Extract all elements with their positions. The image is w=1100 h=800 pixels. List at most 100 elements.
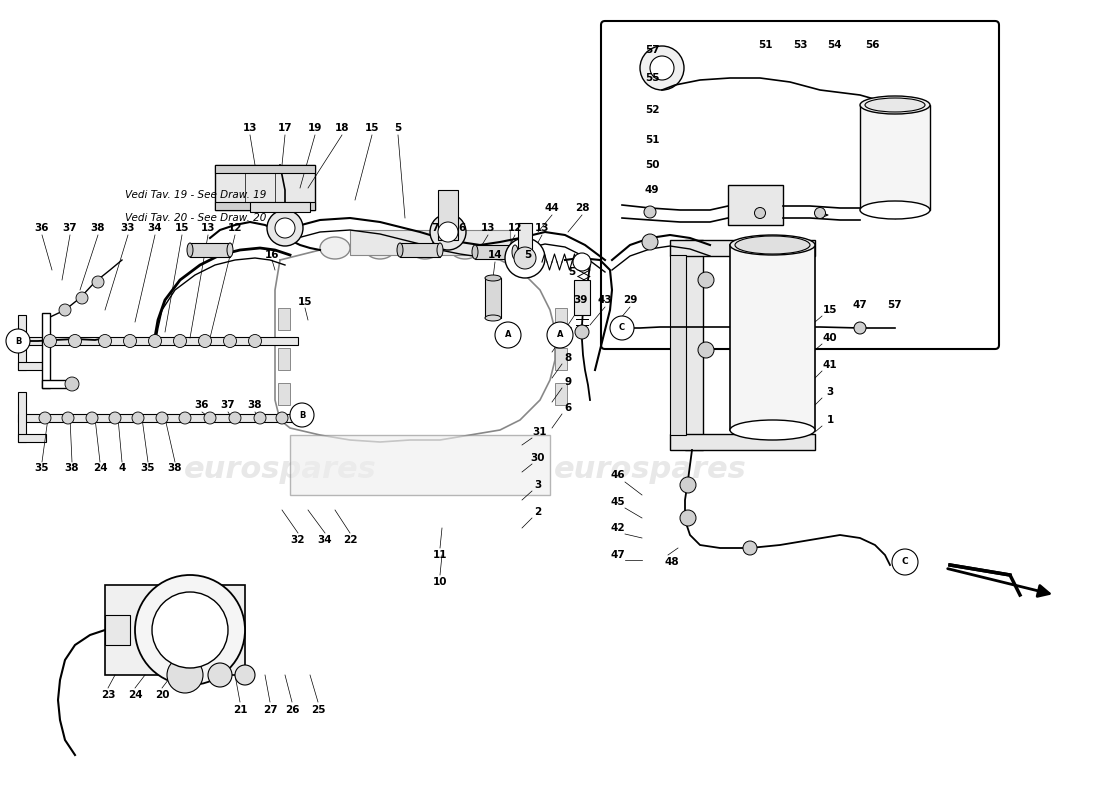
Ellipse shape bbox=[735, 236, 810, 254]
Circle shape bbox=[223, 334, 236, 347]
Text: 38: 38 bbox=[248, 400, 262, 410]
Circle shape bbox=[276, 412, 288, 424]
Circle shape bbox=[229, 412, 241, 424]
Text: 48: 48 bbox=[664, 557, 680, 567]
Ellipse shape bbox=[860, 96, 930, 114]
Text: 22: 22 bbox=[343, 535, 358, 545]
Bar bbox=[18, 337, 298, 345]
Text: 35: 35 bbox=[141, 463, 155, 473]
Circle shape bbox=[547, 322, 573, 348]
Bar bbox=[42, 313, 50, 388]
Bar bbox=[18, 434, 46, 442]
Circle shape bbox=[86, 412, 98, 424]
Circle shape bbox=[174, 334, 187, 347]
Circle shape bbox=[290, 403, 314, 427]
Circle shape bbox=[680, 510, 696, 526]
Text: 5: 5 bbox=[525, 250, 531, 260]
Bar bbox=[518, 223, 532, 258]
Bar bbox=[214, 165, 315, 210]
Text: 49: 49 bbox=[645, 185, 659, 195]
Text: 34: 34 bbox=[318, 535, 332, 545]
Bar bbox=[485, 278, 501, 318]
Text: 14: 14 bbox=[487, 250, 503, 260]
Circle shape bbox=[892, 549, 918, 575]
Circle shape bbox=[62, 412, 74, 424]
Circle shape bbox=[640, 46, 684, 90]
Circle shape bbox=[198, 334, 211, 347]
Bar bbox=[18, 414, 303, 422]
Text: 37: 37 bbox=[221, 400, 235, 410]
Text: 5: 5 bbox=[395, 123, 402, 133]
Circle shape bbox=[65, 377, 79, 391]
Ellipse shape bbox=[485, 315, 501, 321]
Text: 40: 40 bbox=[823, 333, 837, 343]
Text: A: A bbox=[505, 330, 512, 339]
Bar bbox=[556, 383, 566, 405]
Circle shape bbox=[156, 412, 168, 424]
Text: 18: 18 bbox=[334, 123, 350, 133]
Circle shape bbox=[814, 207, 825, 218]
Text: 54: 54 bbox=[827, 40, 843, 50]
Text: eurospares: eurospares bbox=[184, 455, 376, 485]
Ellipse shape bbox=[227, 243, 233, 257]
Bar bbox=[860, 105, 930, 210]
Text: 39: 39 bbox=[573, 295, 587, 305]
Text: 12: 12 bbox=[508, 223, 522, 233]
Circle shape bbox=[92, 276, 104, 288]
Text: 38: 38 bbox=[167, 463, 183, 473]
Text: 30: 30 bbox=[530, 453, 546, 463]
Circle shape bbox=[742, 541, 757, 555]
Ellipse shape bbox=[730, 235, 815, 255]
Text: 32: 32 bbox=[290, 535, 306, 545]
Text: 41: 41 bbox=[823, 360, 837, 370]
Text: 24: 24 bbox=[92, 463, 108, 473]
Text: 42: 42 bbox=[610, 523, 625, 533]
Bar bbox=[104, 615, 130, 645]
Text: 13: 13 bbox=[200, 223, 216, 233]
Text: 3: 3 bbox=[535, 480, 541, 490]
Bar bbox=[728, 185, 783, 225]
Circle shape bbox=[99, 334, 111, 347]
Bar bbox=[214, 165, 315, 173]
Text: 45: 45 bbox=[610, 497, 625, 507]
Circle shape bbox=[6, 329, 30, 353]
Circle shape bbox=[438, 222, 458, 242]
FancyBboxPatch shape bbox=[601, 21, 999, 349]
Text: 37: 37 bbox=[63, 223, 77, 233]
Circle shape bbox=[575, 325, 589, 339]
Text: 3: 3 bbox=[826, 387, 834, 397]
Text: eurospares: eurospares bbox=[553, 455, 747, 485]
Bar bbox=[350, 230, 510, 255]
Text: 44: 44 bbox=[544, 203, 560, 213]
Text: 23: 23 bbox=[101, 690, 116, 700]
Text: 15: 15 bbox=[823, 305, 837, 315]
Text: 36: 36 bbox=[195, 400, 209, 410]
Circle shape bbox=[644, 206, 656, 218]
Text: 25: 25 bbox=[310, 705, 326, 715]
Text: A: A bbox=[557, 330, 563, 339]
Circle shape bbox=[267, 210, 303, 246]
Text: 33: 33 bbox=[121, 223, 135, 233]
Circle shape bbox=[179, 412, 191, 424]
Circle shape bbox=[430, 214, 466, 250]
Text: 43: 43 bbox=[597, 295, 613, 305]
Circle shape bbox=[642, 234, 658, 250]
Circle shape bbox=[39, 412, 51, 424]
Circle shape bbox=[76, 292, 88, 304]
Text: 13: 13 bbox=[481, 223, 495, 233]
Text: B: B bbox=[14, 337, 21, 346]
Text: 7: 7 bbox=[431, 223, 439, 233]
Circle shape bbox=[698, 342, 714, 358]
Circle shape bbox=[208, 663, 232, 687]
Circle shape bbox=[132, 412, 144, 424]
Text: 35: 35 bbox=[35, 463, 50, 473]
Text: 50: 50 bbox=[645, 160, 659, 170]
Text: 29: 29 bbox=[623, 295, 637, 305]
Bar bbox=[438, 190, 458, 240]
Bar bbox=[556, 348, 566, 370]
Circle shape bbox=[650, 56, 674, 80]
Text: 16: 16 bbox=[265, 250, 279, 260]
Text: B: B bbox=[299, 410, 305, 419]
Circle shape bbox=[698, 272, 714, 288]
Circle shape bbox=[44, 334, 56, 347]
